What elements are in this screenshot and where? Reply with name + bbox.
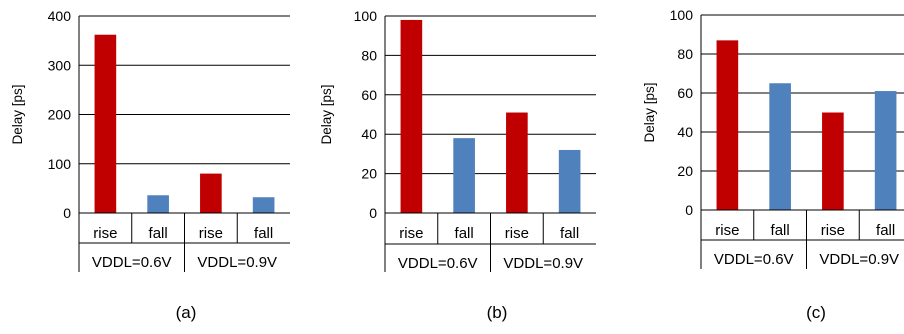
y-axis-title: Delay [ps] [319,84,334,144]
bar-fall [147,195,169,213]
category-label: rise [505,225,529,242]
y-tick-label: 0 [369,205,377,221]
group-label: VDDL=0.9V [197,254,277,271]
bar-rise [716,40,739,210]
group-label: VDDL=0.6V [398,255,478,272]
category-label: fall [771,222,790,239]
y-tick-label: 60 [361,87,377,103]
category-label: fall [455,225,474,242]
group-label: VDDL=0.9V [503,255,583,272]
category-label: rise [715,222,739,239]
y-tick-label: 100 [670,7,694,23]
y-tick-label: 60 [677,85,693,101]
category-label: rise [399,225,423,242]
bar-fall [558,149,581,213]
category-label: fall [560,225,579,242]
chart-panel-3: 0 20 40 60 80 100 rise fall rise fall VDDL=0.6V VDD… [642,7,904,322]
y-tick-label: 400 [48,8,72,24]
y-tick-label: 20 [677,163,693,179]
y-tick-label: 0 [63,205,71,221]
y-axis-title: Delay [ps] [10,84,25,144]
bar-rise [200,173,222,213]
panel-caption: (a) [176,303,197,322]
bar-fall [874,91,897,210]
y-tick-label: 40 [361,126,377,142]
y-tick-label: 20 [361,166,377,182]
y-tick-label: 100 [48,156,72,172]
group-label: VDDL=0.6V [714,251,794,268]
bar-rise [506,112,528,213]
y-tick-label: 0 [685,202,693,218]
panel-caption: (b) [487,303,508,322]
category-label: fall [254,225,273,242]
y-tick-label: 80 [361,47,377,63]
chart-panel-1: 0 100 200 300 400 rise fall rise fall VDDL=0.6V VD… [10,8,290,322]
bar-rise [822,112,844,210]
panel-caption: (c) [806,303,826,322]
category-label: rise [93,225,117,242]
y-tick-label: 300 [48,57,72,73]
y-tick-label: 40 [677,124,693,140]
y-axis-title: Delay [ps] [642,82,657,142]
category-label: rise [821,222,845,239]
y-tick-label: 100 [354,8,378,24]
group-label: VDDL=0.9V [819,251,899,268]
bar-rise [94,34,117,214]
chart-panel-2: 0 20 40 60 80 100 rise fall rise fall VDDL=0.6V VDD… [319,8,596,322]
y-tick-label: 80 [677,46,693,62]
bar-fall [769,83,791,210]
category-label: rise [199,225,223,242]
bar-fall [252,197,275,213]
category-label: fall [149,225,168,242]
bar-fall [453,138,475,213]
group-label: VDDL=0.6V [92,254,172,271]
category-label: fall [876,222,895,239]
y-tick-label: 200 [48,107,72,123]
bar-rise [400,19,423,213]
